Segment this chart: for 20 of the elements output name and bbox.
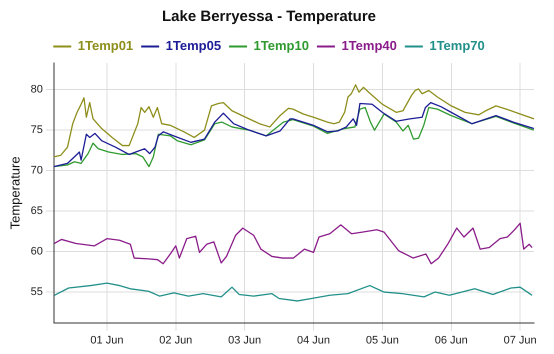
y-tick-label: 65 bbox=[30, 205, 43, 218]
x-tick-label: 03 Jun bbox=[228, 334, 262, 346]
legend-label: 1Temp40 bbox=[341, 38, 397, 54]
y-axis-title: Temperature bbox=[7, 156, 22, 230]
y-tick-label: 75 bbox=[30, 124, 43, 136]
y-tick-label: 80 bbox=[30, 84, 43, 96]
x-tick-label: 02 Jun bbox=[159, 334, 192, 346]
legend-label: 1Temp10 bbox=[254, 38, 309, 54]
y-tick-label: 55 bbox=[30, 286, 43, 298]
chart-title: Lake Berryessa - Temperature bbox=[162, 8, 376, 26]
y-tick-label: 60 bbox=[30, 246, 43, 258]
x-tick-label: 01 Jun bbox=[90, 334, 124, 346]
x-tick-label: 06 Jun bbox=[434, 334, 468, 346]
legend-label: 1Temp05 bbox=[166, 38, 222, 54]
legend-label: 1Temp01 bbox=[78, 38, 134, 54]
x-tick-label: 05 Jun bbox=[366, 334, 399, 346]
x-tick-label: 04 Jun bbox=[297, 334, 330, 346]
y-tick-label: 70 bbox=[30, 164, 43, 177]
x-tick-label: 07 Jun bbox=[504, 334, 537, 346]
legend-label: 1Temp70 bbox=[429, 38, 485, 54]
